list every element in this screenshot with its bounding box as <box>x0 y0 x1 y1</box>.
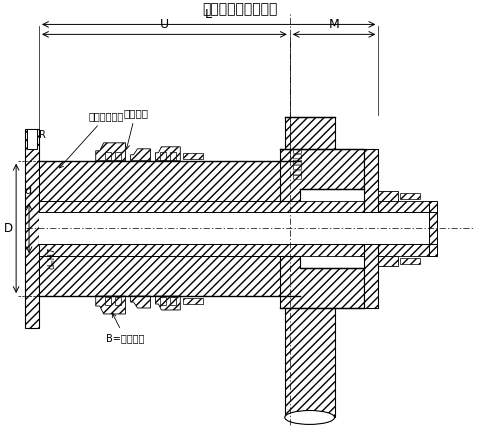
Text: U: U <box>159 18 168 31</box>
Polygon shape <box>96 143 125 161</box>
Bar <box>378 256 397 266</box>
Bar <box>39 212 428 244</box>
Bar <box>160 297 166 305</box>
Bar <box>39 244 428 256</box>
Polygon shape <box>279 256 364 308</box>
Text: D: D <box>4 222 13 235</box>
Bar <box>39 161 279 201</box>
Polygon shape <box>155 147 180 161</box>
Bar <box>399 193 419 198</box>
Text: L: L <box>205 9 212 22</box>
Text: 胀盘联接: 胀盘联接 <box>123 108 148 149</box>
Text: 扭力扳手空间: 扭力扳手空间 <box>59 111 124 168</box>
Bar <box>399 258 419 264</box>
Text: 空心轴套及胀盘尺寸: 空心轴套及胀盘尺寸 <box>202 3 277 17</box>
Text: M: M <box>328 18 339 31</box>
Ellipse shape <box>284 410 334 424</box>
Bar <box>114 297 120 305</box>
Bar <box>170 297 176 305</box>
Bar <box>39 256 279 296</box>
Polygon shape <box>155 296 180 310</box>
Text: B=张力螺钉: B=张力螺钉 <box>106 313 144 343</box>
Bar <box>284 308 334 418</box>
Bar <box>378 190 397 201</box>
Polygon shape <box>183 298 203 304</box>
Text: R: R <box>39 130 46 140</box>
Polygon shape <box>130 296 150 308</box>
Bar <box>114 152 120 160</box>
Polygon shape <box>183 153 203 159</box>
Bar <box>160 152 166 160</box>
Polygon shape <box>96 296 125 314</box>
Polygon shape <box>279 149 364 201</box>
Bar <box>105 152 110 160</box>
Bar <box>284 117 334 149</box>
Text: d: d <box>24 185 32 196</box>
Text: dₘH7: dₘH7 <box>48 246 57 269</box>
Bar <box>27 129 37 149</box>
Bar <box>364 149 378 308</box>
Bar <box>428 201 436 256</box>
Polygon shape <box>130 149 150 161</box>
Text: 减速器中心线: 减速器中心线 <box>293 146 302 179</box>
Bar <box>170 152 176 160</box>
Bar <box>39 201 428 212</box>
Bar <box>105 297 110 305</box>
Bar <box>25 129 39 328</box>
